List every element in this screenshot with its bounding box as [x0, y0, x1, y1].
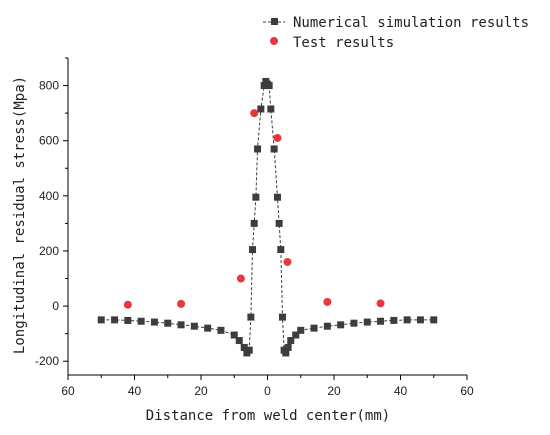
x-tick-label: 60 [61, 384, 75, 398]
numerical-point [323, 322, 331, 330]
x-tick-label: 40 [128, 384, 142, 398]
numerical-point [111, 316, 119, 324]
test-point [323, 297, 332, 306]
test-point [236, 274, 245, 283]
test-point [177, 299, 186, 308]
y-tick-label: -200 [35, 354, 59, 368]
data-marks [97, 77, 438, 357]
legend: Numerical simulation results Test result… [263, 15, 529, 51]
test-point [273, 133, 282, 142]
numerical-point [278, 313, 286, 321]
legend-numerical-marker [271, 18, 278, 25]
numerical-point [403, 316, 411, 324]
numerical-point [287, 337, 295, 345]
numerical-point [270, 145, 278, 153]
numerical-point [250, 219, 258, 227]
numerical-point [247, 313, 255, 321]
x-tick-label: 0 [264, 384, 271, 398]
y-axis-title: Longitudinal residual stress(Mpa) [12, 76, 28, 354]
numerical-point [235, 337, 243, 345]
numerical-point [249, 246, 257, 254]
numerical-point [390, 316, 398, 324]
numerical-point [337, 321, 345, 329]
test-point [376, 299, 385, 308]
legend-test-marker [270, 37, 278, 45]
legend-numerical-label: Numerical simulation results [293, 15, 529, 31]
numerical-point [282, 349, 290, 357]
numerical-point [350, 319, 358, 327]
numerical-point [177, 321, 185, 329]
numerical-point [416, 316, 424, 324]
numerical-point [292, 331, 300, 339]
numerical-point [267, 105, 275, 113]
x-axis-title: Distance from weld center(mm) [146, 408, 390, 424]
numerical-point [377, 317, 385, 325]
numerical-point [277, 246, 285, 254]
numerical-point [124, 316, 132, 324]
numerical-point [150, 318, 158, 326]
y-tick-label: 0 [52, 299, 59, 313]
numerical-point [230, 331, 238, 339]
numerical-point [217, 326, 225, 334]
test-point [123, 300, 132, 309]
legend-test-label: Test results [293, 35, 394, 51]
numerical-point [275, 219, 283, 227]
numerical-point [310, 324, 318, 332]
y-tick-label: 600 [39, 134, 59, 148]
numerical-point [97, 316, 105, 324]
numerical-point [430, 316, 438, 324]
numerical-point [245, 346, 253, 354]
numerical-point [273, 193, 281, 201]
numerical-point [252, 193, 260, 201]
x-tick-label: 60 [460, 384, 474, 398]
y-tick-label: 400 [39, 189, 59, 203]
x-tick-label: 20 [327, 384, 341, 398]
numerical-point [164, 319, 172, 327]
numerical-point [363, 318, 371, 326]
numerical-point [265, 82, 273, 90]
numerical-point [284, 343, 292, 351]
numerical-point [190, 322, 198, 330]
x-tick-label: 20 [194, 384, 208, 398]
numerical-point [240, 343, 248, 351]
y-tick-label: 800 [39, 79, 59, 93]
test-point [283, 257, 292, 266]
x-tick-label: 40 [394, 384, 408, 398]
numerical-point [254, 145, 262, 153]
test-point [250, 109, 259, 118]
numerical-series-line [101, 80, 434, 354]
numerical-point [204, 324, 212, 332]
y-tick-label: 200 [39, 244, 59, 258]
numerical-point [257, 105, 265, 113]
numerical-point [137, 317, 145, 325]
numerical-point [297, 326, 305, 334]
